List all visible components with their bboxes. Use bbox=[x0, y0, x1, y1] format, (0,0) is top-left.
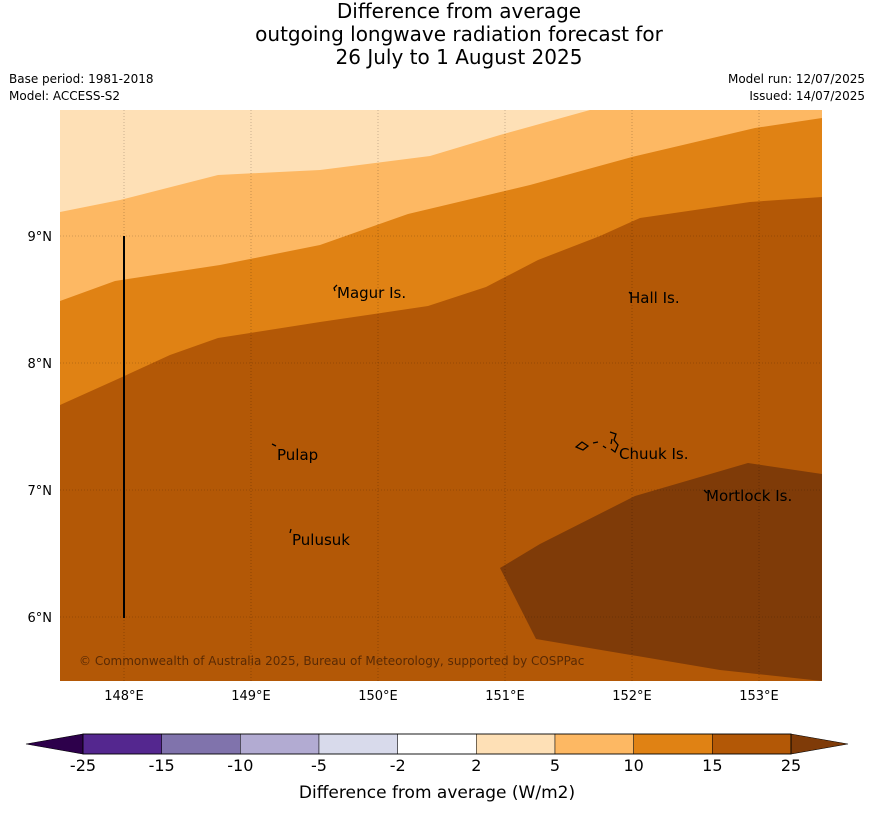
colorbar-tick-label: 15 bbox=[702, 756, 722, 775]
label-magur: Magur Is. bbox=[337, 284, 406, 302]
colorbar-tick-label: 10 bbox=[623, 756, 643, 775]
map-title: Difference from average outgoing longwav… bbox=[0, 0, 873, 69]
x-tick-149: 149°E bbox=[231, 689, 271, 704]
title-line-2: outgoing longwave radiation forecast for bbox=[255, 22, 663, 46]
label-hall: Hall Is. bbox=[629, 289, 680, 307]
colorbar-segment-3 bbox=[240, 733, 320, 755]
magur-island-shape bbox=[333, 284, 338, 292]
colorbar-segment-5 bbox=[397, 733, 477, 755]
colorbar-segment-1 bbox=[82, 733, 162, 755]
colorbar-label: Difference from average (W/m2) bbox=[299, 783, 575, 803]
colorbar-tick-label: -10 bbox=[227, 756, 253, 775]
x-axis: 148°E 149°E 150°E 151°E 152°E 153°E bbox=[104, 689, 779, 704]
pulusuk-island-shape bbox=[289, 528, 292, 534]
colorbar-tick-label: -2 bbox=[390, 756, 406, 775]
model-name: Model: ACCESS-S2 bbox=[9, 89, 121, 103]
model-run: Model run: 12/07/2025 bbox=[727, 72, 865, 86]
y-tick-6: 6°N bbox=[28, 611, 53, 626]
x-tick-150: 150°E bbox=[358, 689, 398, 704]
band-above-25 bbox=[500, 463, 822, 681]
colorbar-tick-label: 25 bbox=[781, 756, 801, 775]
y-tick-7: 7°N bbox=[28, 484, 53, 499]
base-period: Base period: 1981-2018 bbox=[9, 72, 154, 86]
colorbar-tick-label: -15 bbox=[149, 756, 175, 775]
label-pulap: Pulap bbox=[277, 446, 318, 464]
meta-right: Model run: 12/07/2025 Issued: 14/07/2025 bbox=[728, 71, 865, 105]
x-tick-153: 153°E bbox=[739, 689, 779, 704]
label-mortlock: Mortlock Is. bbox=[706, 487, 792, 505]
colorbar-segment-4 bbox=[318, 733, 398, 755]
colorbar-segment-7 bbox=[554, 733, 634, 755]
label-chuuk: Chuuk Is. bbox=[619, 445, 688, 463]
meta-left: Base period: 1981-2018 Model: ACCESS-S2 bbox=[9, 71, 154, 105]
colorbar-segment-6 bbox=[476, 733, 556, 755]
x-tick-148: 148°E bbox=[104, 689, 144, 704]
y-axis: 9°N 8°N 7°N 6°N bbox=[28, 230, 53, 626]
mortlock-island-shape bbox=[703, 489, 708, 494]
hall-island-shape bbox=[628, 291, 632, 295]
x-tick-152: 152°E bbox=[612, 689, 652, 704]
colorbar-ticks: -25 -15 -10 -5 -2 2 5 10 15 25 bbox=[70, 756, 801, 775]
y-tick-9: 9°N bbox=[28, 230, 53, 245]
label-pulusuk: Pulusuk bbox=[292, 531, 350, 549]
island-shapes bbox=[271, 284, 708, 534]
colorbar-tick-label: -5 bbox=[311, 756, 327, 775]
colorbar-tick-label: -25 bbox=[70, 756, 96, 775]
colorbar-segments bbox=[82, 733, 792, 755]
y-tick-8: 8°N bbox=[28, 357, 53, 372]
title-line-1: Difference from average bbox=[336, 0, 582, 23]
colorbar-segment-2 bbox=[161, 733, 241, 755]
colorbar: -25 -15 -10 -5 -2 2 5 10 15 25 Difference from av… bbox=[25, 733, 849, 803]
colorbar-segment-9 bbox=[712, 733, 792, 755]
colorbar-tick-label: 2 bbox=[471, 756, 481, 775]
colorbar-segment-8 bbox=[633, 733, 713, 755]
title-line-3: 26 July to 1 August 2025 bbox=[335, 45, 583, 69]
copyright: © Commonwealth of Australia 2025, Bureau… bbox=[79, 654, 584, 668]
colorbar-outline bbox=[82, 733, 792, 755]
x-tick-151: 151°E bbox=[485, 689, 525, 704]
pulap-island-shape bbox=[271, 443, 277, 447]
map-area bbox=[60, 110, 822, 681]
issued-date: Issued: 14/07/2025 bbox=[749, 89, 865, 103]
colorbar-extend-high bbox=[790, 733, 849, 755]
colorbar-extend-low bbox=[25, 733, 84, 755]
chuuk-lagoon-shape bbox=[574, 431, 619, 454]
place-labels: Magur Is. Hall Is. Pulap Chuuk Is. Mortl… bbox=[277, 284, 792, 549]
colorbar-tick-label: 5 bbox=[550, 756, 560, 775]
